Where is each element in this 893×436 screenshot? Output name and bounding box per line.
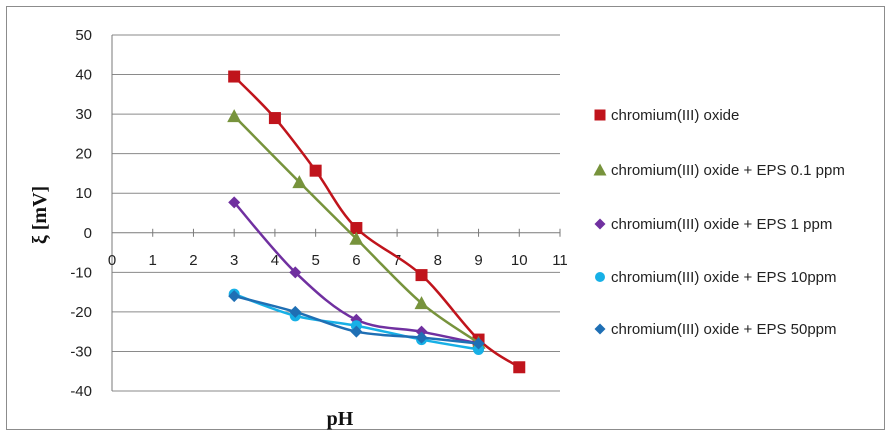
legend-item-4: chromium(III) oxide + EPS 10ppm	[595, 269, 837, 286]
data-point	[228, 290, 241, 303]
y-axis-title: ξ [mV]	[29, 186, 51, 244]
y-tick-label: 40	[75, 67, 92, 84]
x-tick-label: 0	[108, 252, 116, 269]
legend-marker	[594, 109, 606, 121]
data-point	[415, 331, 428, 344]
y-tick-label: 10	[75, 185, 92, 202]
data-point	[268, 112, 281, 125]
legend-item-3: chromium(III) oxide + EPS 1 ppm	[594, 216, 832, 233]
data-point	[289, 266, 302, 279]
data-series	[227, 70, 526, 374]
x-tick-label: 9	[474, 252, 482, 269]
y-tick-label: -20	[70, 304, 92, 321]
x-tick-label: 6	[352, 252, 360, 269]
data-point	[228, 70, 241, 83]
x-axis-title: pH	[327, 408, 354, 430]
x-tick-label: 8	[434, 252, 442, 269]
legend-item-2: chromium(III) oxide + EPS 0.1 ppm	[593, 162, 845, 179]
data-point	[227, 109, 242, 123]
x-tick-label: 5	[311, 252, 319, 269]
legend-label: chromium(III) oxide + EPS 50ppm	[611, 321, 837, 338]
x-tick-label: 1	[149, 252, 157, 269]
legend: chromium(III) oxide chromium(III) oxide +…	[593, 107, 845, 338]
gridlines	[112, 34, 560, 392]
legend-marker	[594, 218, 606, 230]
legend-marker	[593, 163, 607, 176]
y-tick-label: -10	[70, 264, 92, 281]
data-point	[472, 337, 485, 350]
y-tick-label: 30	[75, 106, 92, 123]
y-tick-label: -30	[70, 343, 92, 360]
y-tick-label: 50	[75, 27, 92, 44]
chart-frame	[6, 6, 885, 430]
y-tick-labels: 50 40 30 20 10 0 -10 -20 -30 -40	[70, 27, 92, 400]
legend-marker	[595, 272, 605, 282]
data-point	[350, 325, 363, 338]
data-point	[289, 305, 302, 318]
x-tick-label: 2	[189, 252, 197, 269]
y-tick-label: 20	[75, 146, 92, 163]
x-tick-label: 4	[271, 252, 279, 269]
series-1	[228, 70, 526, 374]
legend-marker	[594, 323, 606, 335]
legend-label: chromium(III) oxide + EPS 0.1 ppm	[611, 162, 845, 179]
data-point	[309, 164, 322, 177]
y-tick-label: -40	[70, 383, 92, 400]
x-tick-label: 3	[230, 252, 238, 269]
data-point	[513, 361, 526, 374]
series-5	[228, 290, 485, 350]
legend-item-1: chromium(III) oxide	[594, 107, 739, 124]
axes	[111, 35, 561, 391]
x-tick-label: 7	[393, 252, 401, 269]
x-tick-label: 10	[511, 252, 528, 269]
data-point	[414, 296, 429, 310]
data-point	[349, 231, 364, 245]
data-point	[350, 222, 363, 235]
x-tick-label: 11	[552, 252, 568, 269]
legend-item-5: chromium(III) oxide + EPS 50ppm	[594, 321, 837, 338]
legend-label: chromium(III) oxide + EPS 10ppm	[611, 269, 837, 286]
x-tick-labels: 0 1 2 3 4 5 6 7 8 9 10 11	[108, 252, 568, 269]
y-tick-label: 0	[84, 225, 92, 242]
data-point	[292, 175, 307, 189]
legend-label: chromium(III) oxide	[611, 107, 739, 124]
data-point	[228, 196, 241, 209]
legend-label: chromium(III) oxide + EPS 1 ppm	[611, 216, 832, 233]
data-point	[415, 269, 428, 282]
